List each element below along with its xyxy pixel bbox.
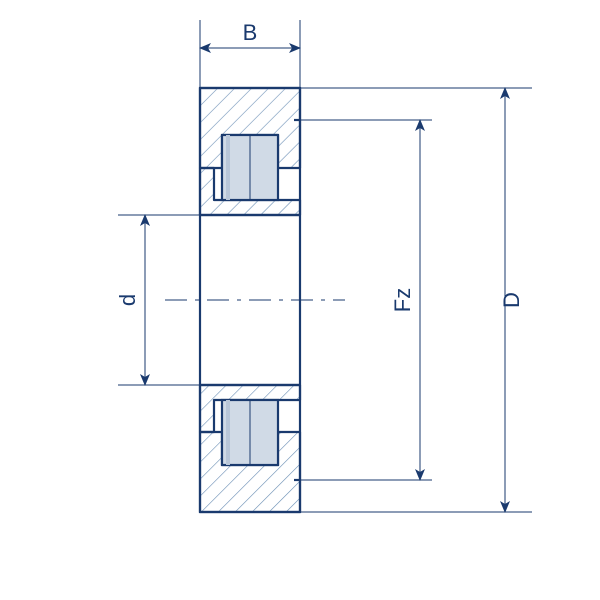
dim-label-B: B	[243, 20, 258, 45]
dim-label-D: D	[499, 292, 524, 308]
bearing-cross-section-diagram: Bd Fz D	[0, 0, 600, 600]
dim-label-Fz: Fz	[390, 288, 415, 312]
dim-label-d: d	[115, 294, 140, 306]
